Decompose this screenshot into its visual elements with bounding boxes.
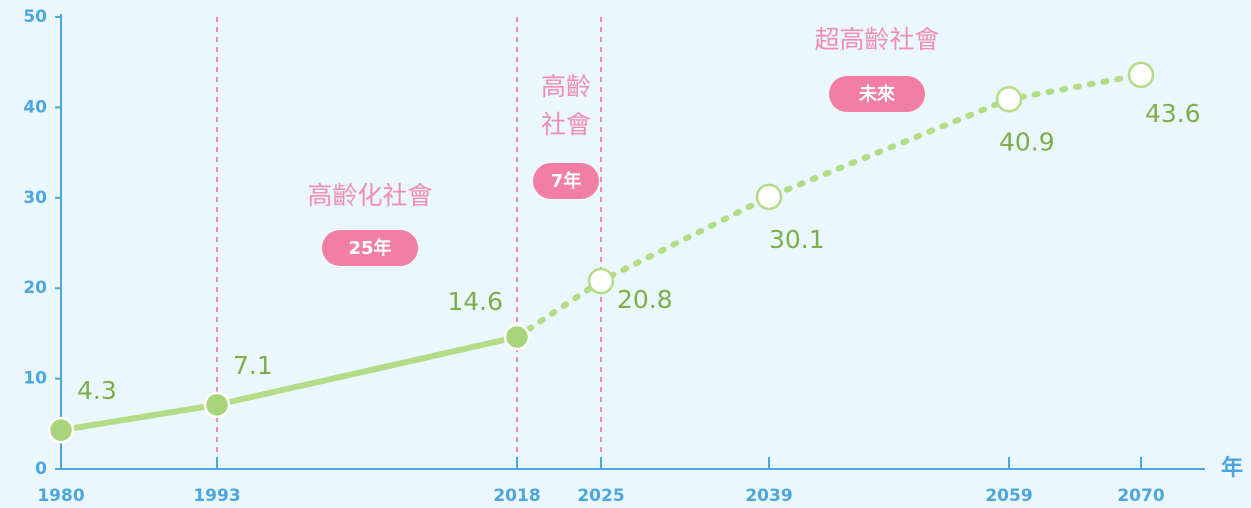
phase-badge-label: 25年 <box>348 237 391 259</box>
phase-label: 社會 <box>541 110 591 139</box>
marker <box>995 86 1023 113</box>
marker <box>503 323 531 351</box>
y-tick-label: 30 <box>23 188 47 208</box>
phase-badge <box>533 163 599 199</box>
y-tick-label: 10 <box>23 369 47 389</box>
phase-badge <box>322 230 418 266</box>
y-tick-label: 0 <box>35 459 47 479</box>
y-tick-label: 20 <box>23 278 47 298</box>
marker <box>755 183 783 211</box>
y-tick-label: 40 <box>23 97 47 117</box>
phase-badge-label: 7年 <box>551 170 582 192</box>
x-tick-label: 2025 <box>577 486 624 506</box>
data-label: 20.8 <box>617 285 673 314</box>
x-axis-label: 年 <box>1221 455 1243 481</box>
x-tick-label: 2059 <box>985 486 1032 506</box>
phase-label: 超高齡社會 <box>814 25 939 54</box>
phase-label: 高齡化社會 <box>307 181 432 210</box>
y-tick-label: 50 <box>23 7 47 27</box>
projected-line <box>514 71 1144 341</box>
marker <box>587 267 615 295</box>
data-label: 40.9 <box>999 127 1055 156</box>
data-label: 43.6 <box>1145 99 1201 128</box>
phase-badge <box>829 76 925 112</box>
marker <box>203 391 231 419</box>
x-tick-label: 1993 <box>193 486 240 506</box>
marker <box>1127 61 1155 89</box>
x-tick-label: 2039 <box>745 486 792 506</box>
x-tick-label: 2018 <box>493 486 540 506</box>
phase-badge-label: 未來 <box>859 83 895 105</box>
x-tick-label: 2070 <box>1117 486 1164 506</box>
data-label: 30.1 <box>769 225 825 254</box>
x-tick-label: 1980 <box>37 486 84 506</box>
marker <box>47 416 75 444</box>
phase-label: 高齡 <box>541 72 591 101</box>
data-label: 7.1 <box>233 351 273 380</box>
data-label: 14.6 <box>447 287 503 316</box>
data-label: 4.3 <box>77 376 117 405</box>
